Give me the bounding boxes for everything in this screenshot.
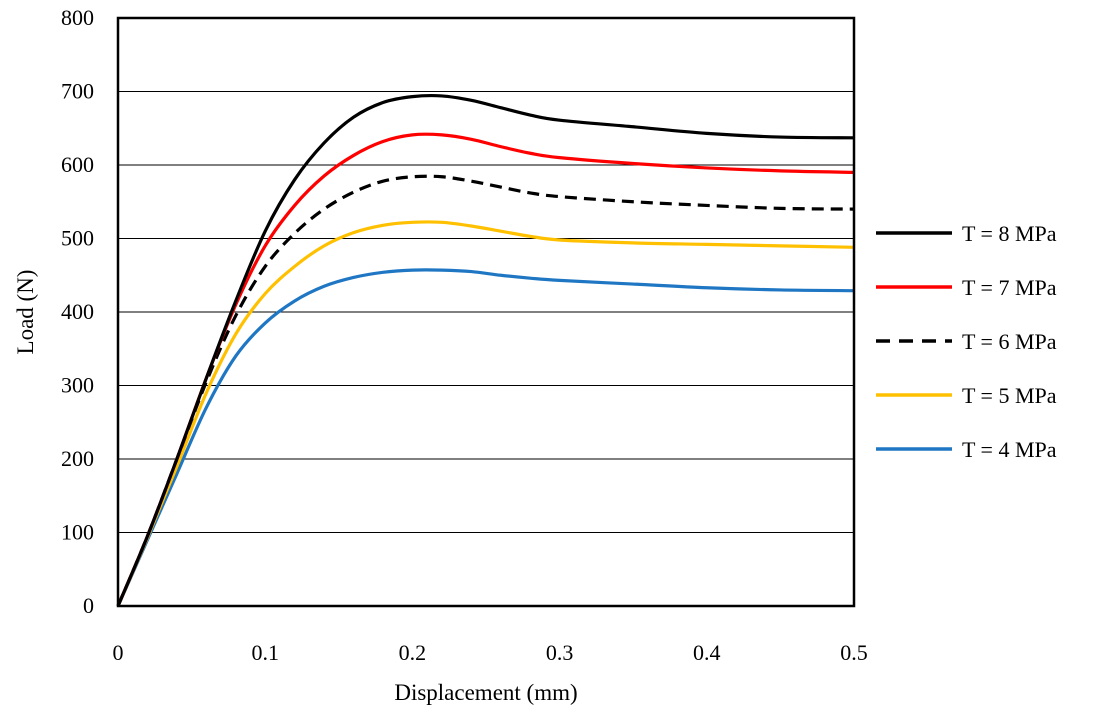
y-tick-label-800: 800 [61, 5, 94, 30]
series-line-5 [116, 268, 855, 607]
y-tick-labels: 0 100 200 300 400 500 600 700 800 [61, 5, 94, 618]
legend-label-2: T = 7 MPa [962, 275, 1057, 300]
y-tick-label-400: 400 [61, 299, 94, 324]
x-axis-label: Displacement (mm) [394, 680, 577, 705]
y-tick-label-300: 300 [61, 373, 94, 398]
x-tick-labels: 0 0.1 0.2 0.3 0.4 0.5 [113, 640, 868, 665]
legend-label-5: T = 4 MPa [962, 437, 1057, 462]
series-line-1 [116, 93, 855, 607]
y-axis-label: Load (N) [13, 270, 38, 355]
grid-lines [118, 91, 854, 533]
series-line-4 [116, 220, 855, 607]
y-tick-label-600: 600 [61, 152, 94, 177]
y-tick-label-700: 700 [61, 79, 94, 104]
series-line-3 [116, 174, 855, 607]
legend: T = 8 MPa T = 7 MPa T = 6 MPa T = 5 MPa T = … [876, 221, 1057, 462]
x-tick-label-0.5: 0.5 [840, 640, 868, 665]
y-tick-label-200: 200 [61, 446, 94, 471]
x-tick-label-0.3: 0.3 [546, 640, 574, 665]
series-lines [116, 93, 855, 607]
legend-label-3: T = 6 MPa [962, 329, 1057, 354]
plot-area-frame [116, 16, 856, 608]
legend-label-4: T = 5 MPa [962, 383, 1057, 408]
y-tick-label-500: 500 [61, 226, 94, 251]
x-tick-label-0.4: 0.4 [693, 640, 721, 665]
x-tick-label-0.2: 0.2 [399, 640, 427, 665]
x-tick-label-0.1: 0.1 [251, 640, 279, 665]
y-tick-label-100: 100 [61, 520, 94, 545]
legend-label-1: T = 8 MPa [962, 221, 1057, 246]
x-tick-label-0: 0 [113, 640, 124, 665]
y-tick-label-0: 0 [83, 593, 94, 618]
